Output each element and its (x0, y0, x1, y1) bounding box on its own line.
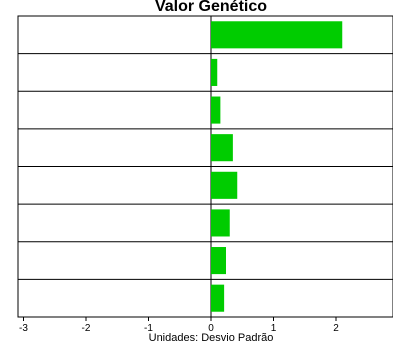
bar (211, 58, 218, 86)
bar (211, 284, 225, 312)
x-tick-label: 1 (271, 323, 277, 334)
bar (211, 209, 230, 237)
x-tick-label: 0 (208, 323, 214, 334)
x-axis-ticks: -3 -2 -1 0 1 2 (19, 317, 339, 334)
x-tick-label: -3 (19, 323, 28, 334)
x-tick-label: -1 (144, 323, 153, 334)
x-tick-label: 2 (333, 323, 339, 334)
bar (211, 21, 343, 49)
bar (211, 171, 238, 199)
bars (211, 21, 343, 312)
bar (211, 247, 226, 275)
chart-title: Valor Genético (155, 0, 267, 15)
bar (211, 96, 221, 124)
x-axis-label: Unidades: Desvio Padrão (149, 332, 274, 341)
bar (211, 134, 233, 162)
x-tick-label: -2 (82, 323, 91, 334)
gridlines (18, 53, 393, 280)
